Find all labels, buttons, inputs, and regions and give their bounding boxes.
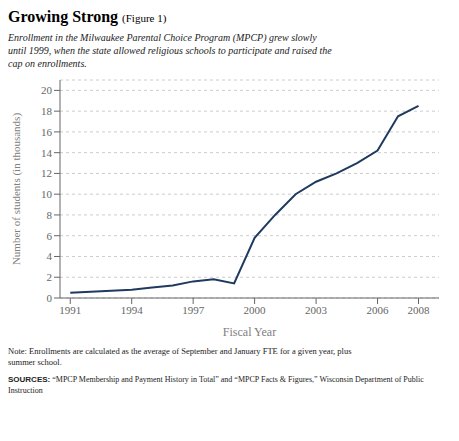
svg-text:14: 14 <box>41 147 53 159</box>
svg-text:20: 20 <box>41 84 53 96</box>
svg-text:2000: 2000 <box>244 304 267 316</box>
svg-text:4: 4 <box>47 250 53 262</box>
svg-text:2006: 2006 <box>367 304 390 316</box>
svg-text:18: 18 <box>41 105 53 117</box>
svg-text:Fiscal Year: Fiscal Year <box>223 325 276 339</box>
svg-text:0: 0 <box>47 292 53 304</box>
html-text:until 1999, when the state all: until 1999, when the state allowed relig… <box>8 45 332 56</box>
svg-text:Number of students (in thousan: Number of students (in thousands) <box>10 113 23 265</box>
svg-text:16: 16 <box>41 126 53 138</box>
svg-text:1997: 1997 <box>182 304 205 316</box>
svg-text:2003: 2003 <box>305 304 328 316</box>
svg-text:6: 6 <box>47 230 53 242</box>
svg-text:1994: 1994 <box>121 304 144 316</box>
html-text:Enrollment in the Milwaukee Pa: Enrollment in the Milwaukee Parental Cho… <box>8 32 317 43</box>
html-text:cap on enrollments.: cap on enrollments. <box>8 58 87 69</box>
svg-text:1991: 1991 <box>59 304 81 316</box>
html-text:SOURCES: “MPCP Membership and: SOURCES: “MPCP Membership and Payment Hi… <box>8 375 424 395</box>
svg-text:2008: 2008 <box>408 304 431 316</box>
svg-text:12: 12 <box>41 167 52 179</box>
html-text:Growing Strong (Figure 1): Growing Strong (Figure 1) <box>8 8 167 25</box>
html-text:Note: Enrollments are calculat: Note: Enrollments are calculated as the … <box>8 346 352 367</box>
svg-text:2: 2 <box>47 271 53 283</box>
svg-text:8: 8 <box>47 209 53 221</box>
svg-text:10: 10 <box>41 188 53 200</box>
